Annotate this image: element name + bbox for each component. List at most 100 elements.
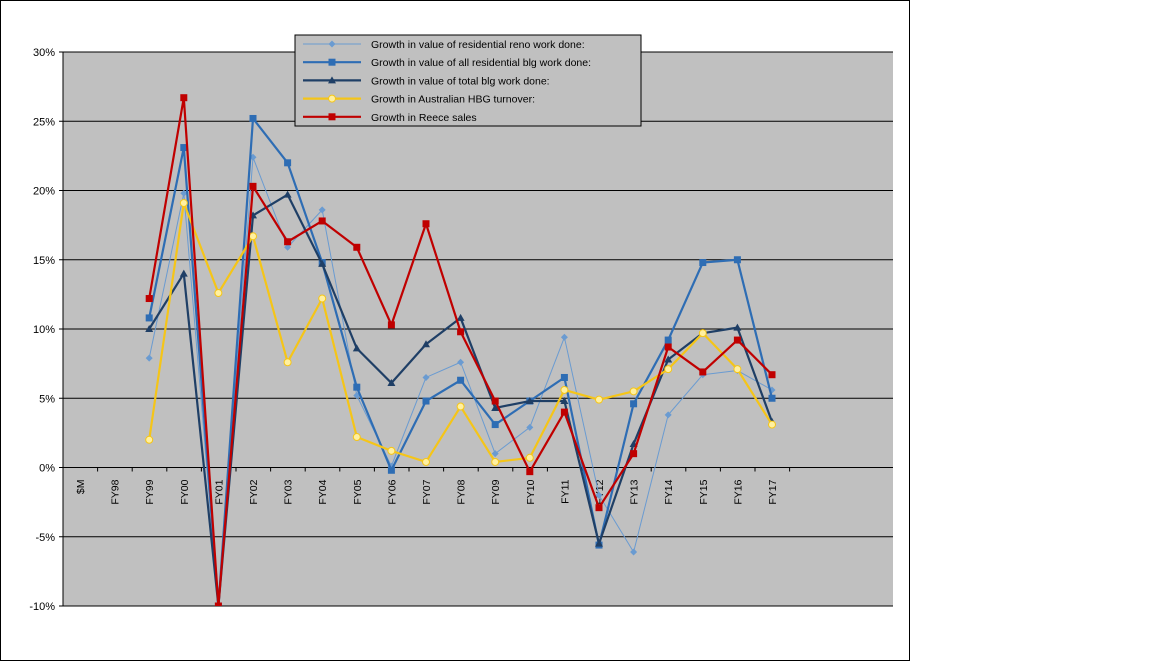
y-tick-label: 25% [33,116,55,128]
line-chart: -10% -5% 0% 5% 10% 15% 20% 25% 30% $M FY98 FY99 FY0… [29,34,893,613]
data-point [422,373,430,381]
data-point [456,313,465,321]
data-point [318,259,327,267]
x-axis-ticks: $M FY98 FY99 FY00 FY01 FY02 FY03 FY04 FY05 FY06 FY… [62,467,791,505]
data-point [630,450,638,458]
data-point [214,288,223,297]
x-tick-label: FY14 [663,479,675,504]
data-point [768,420,776,429]
data-point [387,446,396,455]
x-tick-label: FY02 [248,479,260,504]
x-tick-label: FY16 [732,479,744,504]
data-point [387,321,395,329]
y-tick-label: 20% [33,186,55,198]
data-point [422,457,430,466]
y-tick-label: -5% [35,532,55,544]
data-point [457,376,465,384]
data-point [526,423,534,431]
chart-frame: -10% -5% 0% 5% 10% 15% 20% 25% 30% $M FY98 FY99 FY0… [0,0,910,661]
x-tick-label: FY10 [525,479,537,504]
data-point [249,232,257,241]
data-point [145,325,154,332]
y-tick-label: 0% [39,463,55,475]
legend-label: Growth in value of total blg work done: [371,75,550,87]
legend-swatch-marker [328,40,336,48]
legend-swatch-marker [328,94,336,103]
x-tick-label: FY03 [283,479,295,504]
data-point [733,365,742,374]
data-point [664,336,672,344]
data-point [630,400,638,408]
data-point [595,395,603,404]
y-tick-label: 5% [39,393,55,405]
data-point [491,403,500,411]
data-point [145,435,154,444]
data-point [145,295,153,303]
data-point [629,387,638,396]
data-point [318,294,327,303]
x-tick-label: FY09 [490,479,502,504]
x-tick-label: FY00 [179,479,191,504]
x-tick-label: FY99 [144,479,156,504]
legend-label: Growth in value of all residential blg w… [371,57,591,69]
data-point [284,238,292,246]
data-point [733,323,742,331]
data-point [664,355,673,363]
data-point [387,466,395,474]
y-tick-label: -10% [29,601,55,613]
data-point [733,336,741,344]
data-point [525,397,534,405]
data-point [145,314,153,322]
data-point [180,144,188,152]
data-point [526,468,534,476]
legend-label: Growth in value of residential reno work… [371,39,585,51]
data-point [145,354,153,362]
data-point [283,190,292,198]
data-point [699,368,707,376]
series-lines [145,94,776,606]
x-tick-label: FY05 [352,479,364,504]
x-tick-label: FY15 [698,479,710,504]
data-point [525,453,534,462]
y-tick-label: 10% [33,324,55,336]
x-tick-label: FY08 [456,479,468,504]
y-axis-ticks: -10% -5% 0% 5% 10% 15% 20% 25% 30% [29,47,64,613]
data-point [249,114,257,122]
legend-swatch-marker [328,113,336,121]
data-point [491,450,499,458]
data-point [491,457,500,466]
data-point [249,182,257,190]
legend-label: Growth in Australian HBG turnover: [371,94,535,106]
data-point [595,539,603,547]
data-point [560,408,568,416]
legend-swatch-marker [328,58,336,66]
data-point [595,504,603,512]
data-point [595,491,603,499]
x-tick-label: FY11 [559,479,571,503]
data-point [422,220,430,228]
data-point [560,373,568,381]
data-point [387,379,396,387]
data-point [456,402,465,411]
legend-label: Growth in Reece sales [371,112,477,124]
data-point [560,333,568,341]
data-point [283,358,292,367]
data-point [457,328,465,336]
data-point [318,217,326,225]
x-tick-label: FY07 [421,479,433,504]
x-tick-label: FY06 [386,479,398,504]
data-point [352,344,361,352]
data-point [491,421,499,429]
data-point [422,340,430,348]
data-point [179,198,188,207]
data-point [699,259,707,267]
data-point [491,397,499,405]
data-point [352,433,361,442]
legend-swatch-marker [328,76,336,84]
data-point [664,365,673,374]
data-point [284,159,292,167]
y-tick-label: 30% [33,47,55,59]
data-point [768,371,776,379]
x-tick-label: FY17 [767,479,779,504]
y-tick-label: 15% [33,255,55,267]
